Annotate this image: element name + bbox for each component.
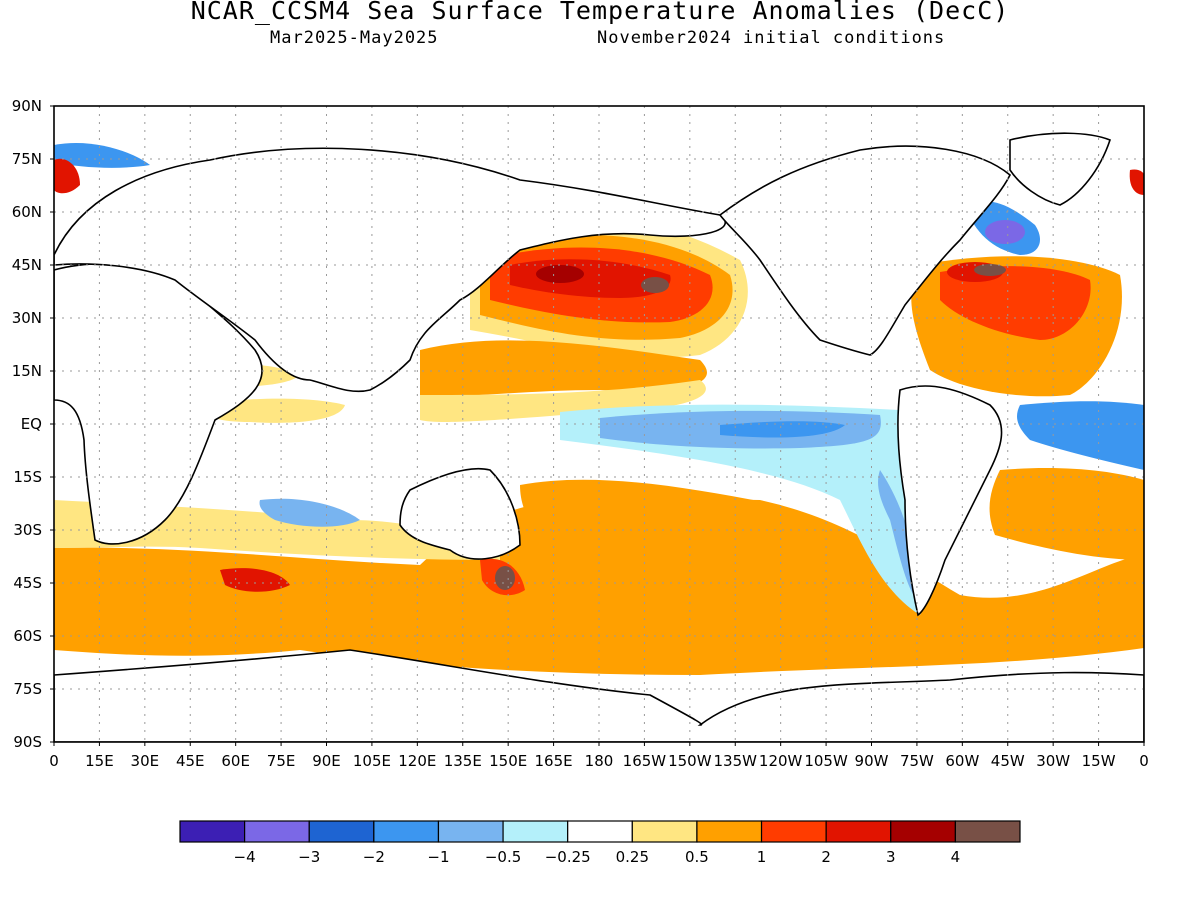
eq-pacific-light-cyan (560, 404, 928, 615)
initial-conditions: November2024 initial conditions (597, 28, 946, 48)
legend-swatch (373, 820, 440, 843)
lat-label: 45N (12, 256, 42, 274)
eq-atlantic-cold (1017, 401, 1144, 470)
legend-label: −4 (234, 848, 256, 866)
lat-label: 15N (12, 362, 42, 380)
legend-label: −0.5 (485, 848, 521, 866)
legend-swatch (308, 820, 375, 843)
n-atlantic-warm (940, 266, 1091, 340)
southern-ocean-warm-band (54, 495, 1144, 675)
arctic-cold-left (54, 142, 150, 168)
s-atlantic-orange (989, 468, 1144, 560)
greenland-outline (1009, 132, 1111, 206)
legend-swatch (631, 820, 698, 843)
s-indian-cold (259, 498, 360, 527)
lon-label: 90E (312, 752, 341, 770)
kerguelen-warm (220, 568, 290, 592)
legend-swatch (179, 820, 246, 843)
w-pacific-orange (420, 340, 707, 397)
lon-label: 60E (221, 752, 250, 770)
lon-label: 30W (1036, 752, 1070, 770)
lon-label: 75E (267, 752, 296, 770)
legend-swatch (437, 820, 504, 843)
legend-label: 2 (821, 848, 831, 866)
legend-label: −0.25 (545, 848, 591, 866)
legend-swatch (760, 820, 827, 843)
lon-label: 60W (945, 752, 979, 770)
lat-label: 60N (12, 203, 42, 221)
n-pacific-extreme (536, 265, 584, 283)
color-legend-labels: −4 −3 −2 −1 −0.5 −0.25 0.25 0.5 1 2 3 4 (234, 848, 961, 866)
antarctica-outline (54, 649, 1144, 742)
lon-label: 30E (131, 752, 160, 770)
lon-label: 105W (804, 752, 848, 770)
legend-label: −3 (298, 848, 320, 866)
legend-label: 0.5 (685, 848, 709, 866)
lon-label: 120E (398, 752, 436, 770)
lon-label: 15W (1082, 752, 1116, 770)
lat-label: 90N (12, 97, 42, 115)
lon-label: 75W (900, 752, 934, 770)
forecast-period: Mar2025-May2025 (270, 28, 439, 48)
eurasia-outline (54, 147, 727, 393)
lat-label: 60S (13, 627, 42, 645)
legend-swatch (825, 820, 892, 843)
legend-label: −1 (427, 848, 449, 866)
lon-label: 0 (1139, 752, 1149, 770)
lat-label: 75N (12, 150, 42, 168)
lat-label: 30S (13, 521, 42, 539)
legend-swatch (502, 820, 569, 843)
lon-label: 0 (49, 752, 59, 770)
eq-pacific-coldest (720, 421, 845, 438)
lat-label: EQ (21, 415, 42, 433)
lon-label: 180 (585, 752, 614, 770)
lon-label: 150W (668, 752, 712, 770)
lon-label: 45E (176, 752, 205, 770)
legend-label: 1 (757, 848, 767, 866)
lon-label: 165E (535, 752, 573, 770)
lon-label: 15E (85, 752, 114, 770)
north-america-outline (718, 145, 1011, 356)
lon-label: 165W (623, 752, 667, 770)
south-america-outline (897, 385, 1003, 617)
longitude-labels: 0 15E 30E 45E 60E 75E 90E 105E 120E 135E 150E 165E 1… (49, 742, 1149, 770)
lat-label: 45S (13, 574, 42, 592)
australia-outline (399, 467, 521, 560)
barents-warm-left (54, 158, 80, 194)
lat-label: 15S (13, 468, 42, 486)
legend-swatch (244, 820, 310, 843)
lon-label: 90W (855, 752, 889, 770)
legend-label: 0.25 (616, 848, 649, 866)
w-pacific-yellow (420, 380, 706, 423)
lon-label: 120W (759, 752, 803, 770)
legend-label: −2 (363, 848, 385, 866)
latitude-labels: 90N 75N 60N 45N 30N 15N EQ 15S 30S 45S 60S 75S 90S (12, 97, 54, 751)
legend-swatch (696, 820, 763, 843)
lat-label: 30N (12, 309, 42, 327)
legend-swatch (954, 820, 1021, 843)
lon-label: 45W (991, 752, 1025, 770)
map-title: NCAR_CCSM4 Sea Surface Temperature Anoma… (190, 0, 1010, 25)
lon-label: 105E (353, 752, 391, 770)
lat-label: 75S (13, 680, 42, 698)
lat-label: 90S (13, 733, 42, 751)
legend-swatch (567, 820, 633, 843)
barents-warm-right (1129, 169, 1144, 195)
lon-label: 135E (444, 752, 482, 770)
s-pacific-orange (520, 479, 870, 590)
legend-label: 4 (951, 848, 961, 866)
lon-label: 135W (714, 752, 758, 770)
legend-label: 3 (886, 848, 896, 866)
lon-label: 150E (489, 752, 527, 770)
color-legend (179, 820, 1021, 843)
legend-swatch (890, 820, 956, 843)
coastlines (54, 132, 1144, 742)
lat-lon-grid (54, 106, 1144, 742)
